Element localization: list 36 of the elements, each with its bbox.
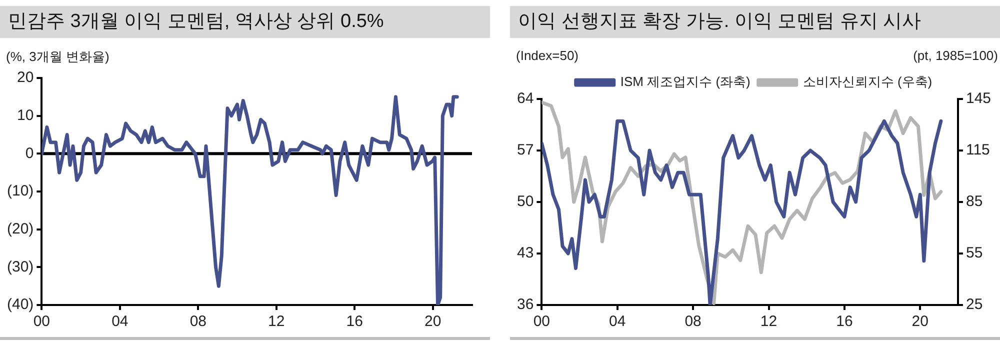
y-tick-label: 64 bbox=[516, 90, 534, 108]
legend-label: 소비자신뢰지수 (우축) bbox=[802, 74, 932, 90]
y-tick-label: (20) bbox=[6, 220, 34, 238]
y2-tick-label: 115 bbox=[966, 142, 990, 159]
x-tick-label: 00 bbox=[533, 313, 550, 330]
x-tick-label: 04 bbox=[609, 313, 626, 330]
x-tick-label: 12 bbox=[268, 313, 285, 330]
y2-tick-label: 145 bbox=[966, 90, 992, 108]
legend-label: ISM 제조업지수 (좌축) bbox=[620, 74, 750, 90]
y-tick-label: (40) bbox=[6, 296, 34, 314]
y-tick-label: 20 bbox=[16, 69, 34, 86]
y-tick-label: 50 bbox=[516, 193, 534, 210]
y-axis-title: (Index=50) bbox=[516, 48, 579, 63]
x-tick-label: 08 bbox=[684, 313, 702, 330]
y2-tick-label: 85 bbox=[966, 193, 983, 210]
x-tick-label: 12 bbox=[760, 313, 778, 330]
y-tick-label: 43 bbox=[516, 244, 534, 262]
x-tick-label: 04 bbox=[112, 313, 128, 330]
y-tick-label: 0 bbox=[25, 144, 34, 162]
y-tick-label: (30) bbox=[6, 258, 34, 276]
x-tick-label: 16 bbox=[346, 313, 363, 330]
chart-title: 민감주 3개월 이익 모멘텀, 역사상 상위 0.5% bbox=[0, 6, 490, 38]
y-tick-label: (10) bbox=[6, 182, 34, 200]
y-axis-title: (%, 3개월 변화율) bbox=[6, 48, 110, 66]
x-tick-label: 00 bbox=[33, 313, 50, 330]
y-tick-label: 57 bbox=[516, 142, 534, 159]
y-tick-label: 36 bbox=[516, 296, 534, 314]
x-tick-label: 20 bbox=[912, 313, 928, 330]
y-tick-label: 10 bbox=[16, 106, 34, 124]
chart-title: 이익 선행지표 확장 가능. 이익 모멘텀 유지 시사 bbox=[510, 6, 1000, 38]
x-tick-label: 08 bbox=[190, 313, 206, 330]
y2-tick-label: 25 bbox=[966, 296, 983, 314]
y2-axis-title: (pt, 1985=100) bbox=[913, 48, 998, 63]
x-tick-label: 20 bbox=[424, 313, 442, 330]
x-tick-label: 16 bbox=[836, 313, 853, 330]
y2-tick-label: 55 bbox=[966, 244, 983, 262]
